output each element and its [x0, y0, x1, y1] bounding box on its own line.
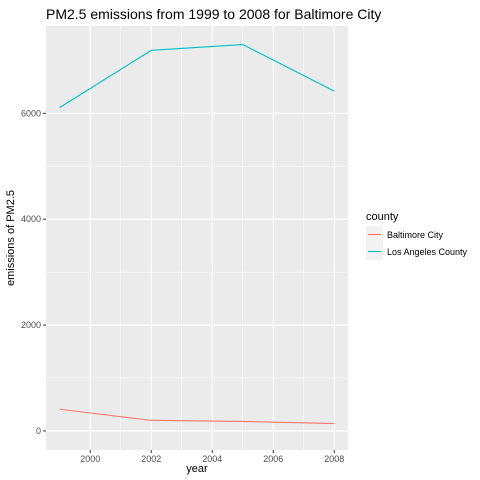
plot-panel: [46, 26, 348, 450]
y-axis: 0 2000 4000 6000: [21, 108, 46, 436]
x-tick-label: 2000: [80, 454, 100, 464]
y-tick-label: 2000: [21, 320, 41, 330]
y-tick-label: 0: [36, 426, 41, 436]
chart-title: PM2.5 emissions from 1999 to 2008 for Ba…: [46, 6, 381, 22]
y-axis-title: emissions of PM2.5: [5, 190, 17, 286]
legend: county Baltimore City Los Angeles County: [366, 211, 468, 260]
x-tick-label: 2002: [141, 454, 161, 464]
y-tick-label: 6000: [21, 108, 41, 118]
legend-label: Baltimore City: [387, 230, 444, 240]
x-tick-label: 2006: [263, 454, 283, 464]
legend-title: county: [366, 211, 399, 223]
x-axis: 2000 2002 2004 2006 2008: [80, 450, 344, 464]
y-tick-label: 4000: [21, 214, 41, 224]
legend-label: Los Angeles County: [387, 247, 468, 257]
x-axis-title: year: [186, 463, 208, 475]
x-tick-label: 2008: [324, 454, 344, 464]
